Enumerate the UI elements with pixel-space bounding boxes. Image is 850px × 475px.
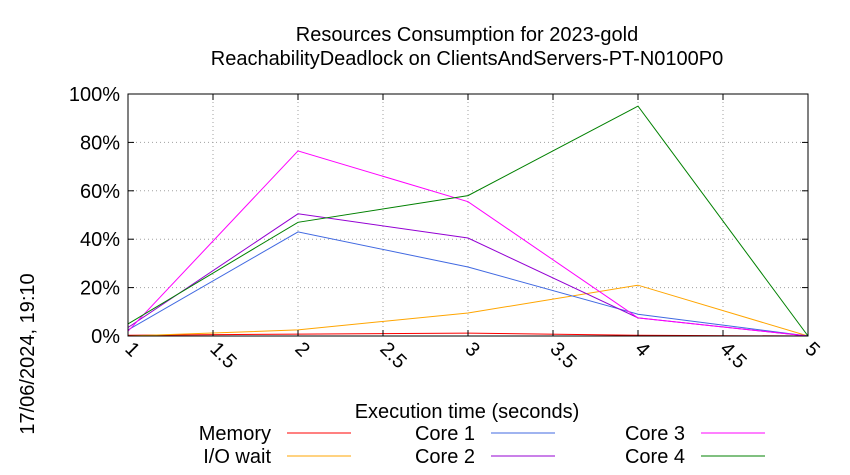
y-tick-label: 0% (91, 326, 120, 348)
y-tick-label: 20% (80, 278, 120, 300)
series-line-core-4 (127, 105, 809, 337)
chart-title-line-2: ReachabilityDeadlock on ClientsAndServer… (211, 48, 723, 70)
legend-label-core-1: Core 1 (415, 423, 475, 445)
x-tick-label: 1.5 (205, 338, 240, 373)
x-axis-label: Execution time (seconds) (355, 401, 580, 423)
series-line-core-1 (127, 231, 809, 337)
legend-label-core-3: Core 3 (625, 423, 685, 445)
x-tick-label: 3.5 (545, 338, 580, 373)
legend-label-core-2: Core 2 (415, 446, 475, 468)
chart-title: Resources Consumption for 2023-gold Reac… (211, 24, 723, 70)
chart-title-line-1: Resources Consumption for 2023-gold (296, 24, 638, 46)
timestamp-label: 17/06/2024, 19:10 (17, 273, 39, 434)
x-tick-label: 4 (630, 338, 653, 361)
x-tick-label: 5 (800, 338, 823, 361)
series-lines (127, 105, 809, 337)
x-tick-label: 2.5 (375, 338, 410, 373)
x-tick-label: 1 (120, 338, 143, 361)
legend-label-core-4: Core 4 (625, 446, 685, 468)
legend-label-memory: Memory (199, 423, 271, 445)
x-tick-label: 4.5 (715, 338, 750, 373)
y-tick-label: 100% (69, 84, 120, 106)
legend-label-i-o-wait: I/O wait (203, 446, 271, 468)
y-axis: 0% 20% 40% 60% 80% 100% (69, 84, 808, 348)
x-tick-label: 2 (290, 338, 313, 361)
y-tick-label: 60% (80, 181, 120, 203)
series-line-core-3 (127, 150, 809, 337)
x-axis: 1 1.5 2 2.5 3 3.5 4 4.5 5 (120, 94, 824, 373)
y-tick-label: 80% (80, 132, 120, 154)
x-tick-label: 3 (460, 338, 483, 361)
y-tick-label: 40% (80, 229, 120, 251)
series-line-i-o-wait (127, 284, 809, 337)
grid-lines (128, 94, 808, 336)
